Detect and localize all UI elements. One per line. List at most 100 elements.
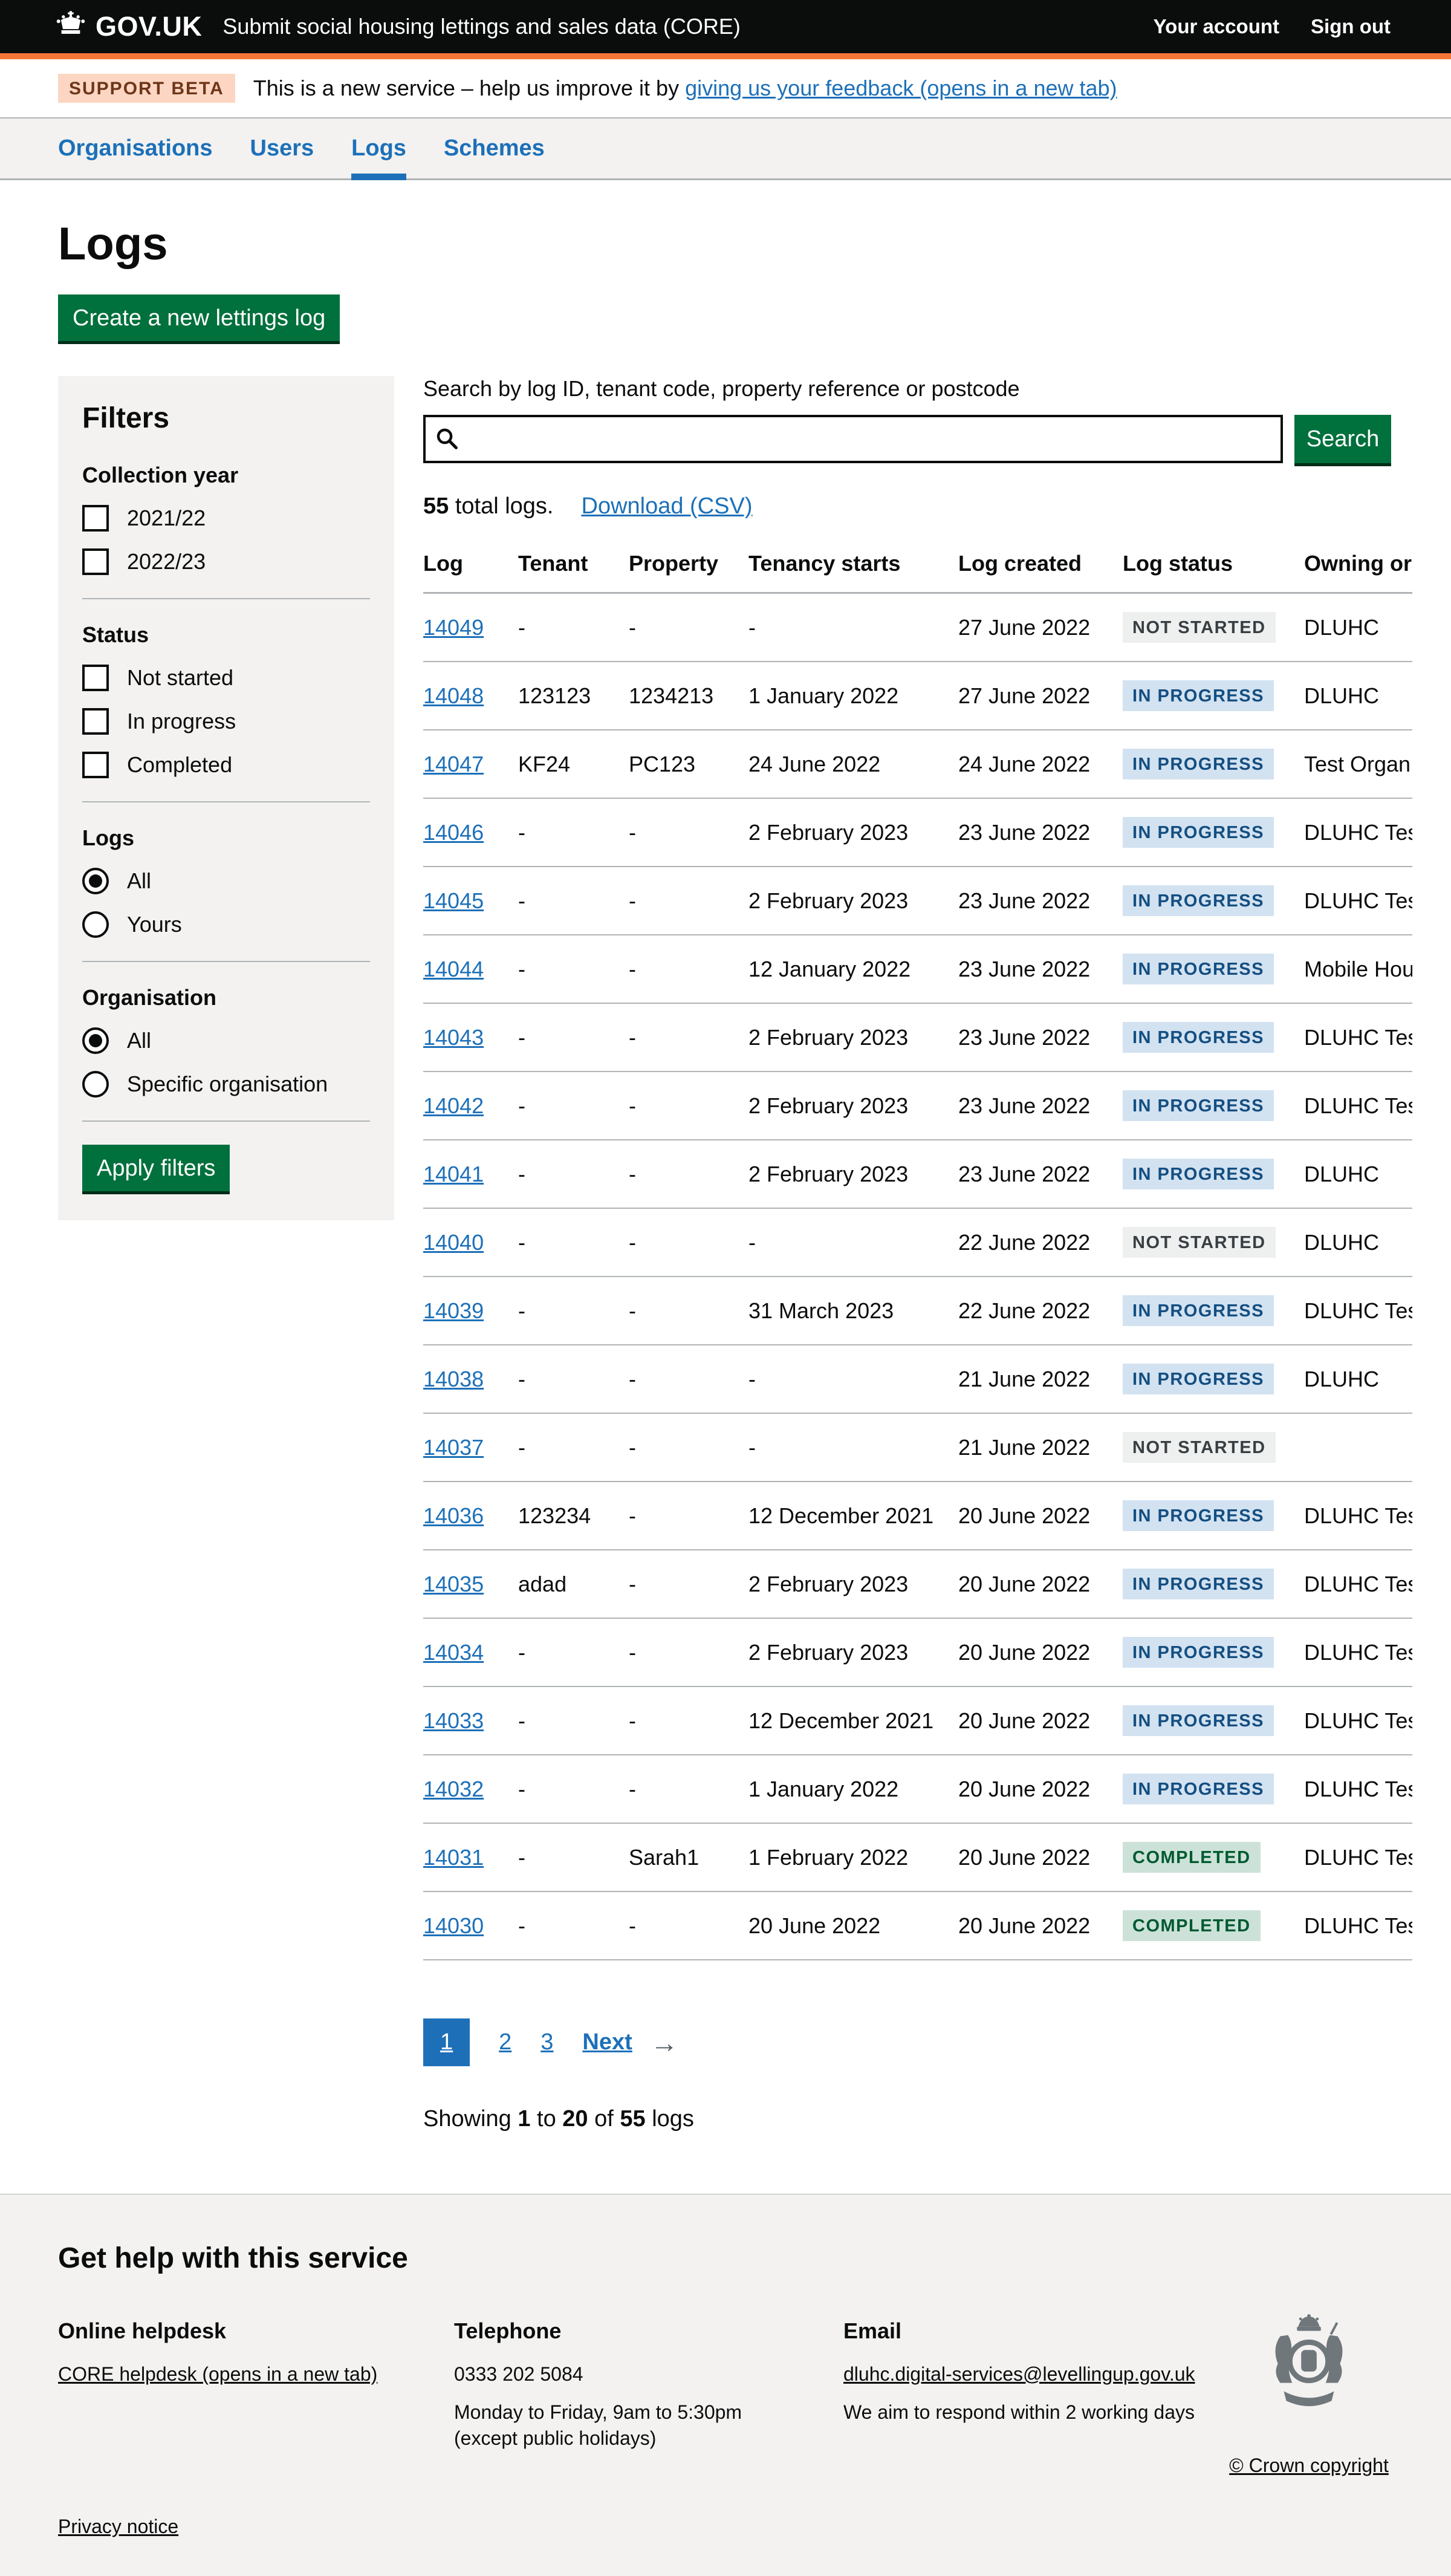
feedback-link[interactable]: giving us your feedback (opens in a new …	[685, 76, 1117, 100]
sign-out-link[interactable]: Sign out	[1311, 15, 1391, 37]
cell-log-status: NOT STARTED	[1123, 1208, 1304, 1277]
cell-owning-organisation: Test Organ	[1304, 730, 1412, 799]
cell-log-created: 20 June 2022	[958, 1755, 1123, 1824]
nav-item-users[interactable]: Users	[250, 135, 314, 161]
cell-log-status: IN PROGRESS	[1123, 798, 1304, 867]
checkbox-2022-23-control[interactable]	[82, 548, 109, 575]
search-input[interactable]	[423, 415, 1283, 463]
log-link[interactable]: 14030	[423, 1913, 484, 1938]
your-account-link[interactable]: Your account	[1153, 15, 1280, 37]
checkbox-2021-22-control[interactable]	[82, 505, 109, 532]
log-link[interactable]: 14037	[423, 1434, 484, 1460]
radio-all-control[interactable]	[82, 868, 109, 894]
log-link[interactable]: 14048	[423, 683, 484, 708]
cell-owning-organisation: DLUHC Tes	[1304, 867, 1412, 935]
cell-tenant: -	[518, 1823, 629, 1892]
cell-log: 14032	[423, 1755, 518, 1824]
nav-item-logs[interactable]: Logs	[351, 119, 406, 180]
cell-property: -	[629, 1277, 748, 1345]
log-link[interactable]: 14036	[423, 1503, 484, 1528]
cell-tenant: -	[518, 935, 629, 1004]
status-badge: IN PROGRESS	[1123, 749, 1274, 779]
log-link[interactable]: 14041	[423, 1161, 484, 1186]
nav-item-organisations[interactable]: Organisations	[58, 135, 213, 161]
govuk-logo[interactable]: GOV.UK	[54, 10, 202, 43]
service-name[interactable]: Submit social housing lettings and sales…	[222, 14, 741, 39]
checkbox-option-2021-22[interactable]: 2021/22	[82, 505, 370, 532]
log-link[interactable]: 14034	[423, 1639, 484, 1665]
log-link[interactable]: 14040	[423, 1229, 484, 1255]
search-button[interactable]: Search	[1294, 415, 1391, 463]
cell-log-created: 20 June 2022	[958, 1891, 1123, 1960]
pagination-page-3[interactable]: 3	[540, 2029, 554, 2055]
log-link[interactable]: 14038	[423, 1366, 484, 1391]
log-link[interactable]: 14035	[423, 1571, 484, 1596]
cell-tenant: -	[518, 1618, 629, 1687]
log-link[interactable]: 14039	[423, 1298, 484, 1323]
cell-tenant: -	[518, 1755, 629, 1824]
cell-log: 14036	[423, 1482, 518, 1550]
table-row: 14032- -1 January 2022 20 June 2022 IN PROG…	[423, 1755, 1412, 1824]
radio-specific-organisation-control[interactable]	[82, 1071, 109, 1098]
checkbox-in-progress-control[interactable]	[82, 708, 109, 735]
log-link[interactable]: 14049	[423, 614, 484, 640]
log-link[interactable]: 14031	[423, 1844, 484, 1870]
cell-log: 14031	[423, 1823, 518, 1892]
checkbox-option-in-progress[interactable]: In progress	[82, 708, 370, 735]
core-helpdesk-link[interactable]: CORE helpdesk (opens in a new tab)	[58, 2363, 378, 2385]
radio-option-specific-organisation[interactable]: Specific organisation	[82, 1071, 370, 1098]
checkbox-option-completed[interactable]: Completed	[82, 752, 370, 778]
log-link[interactable]: 14032	[423, 1776, 484, 1801]
cell-tenant: -	[518, 1140, 629, 1209]
showing-total: 55	[620, 2106, 646, 2132]
cell-log-created: 23 June 2022	[958, 1140, 1123, 1209]
cell-owning-organisation: DLUHC Tes	[1304, 1891, 1412, 1960]
cell-tenant: -	[518, 1413, 629, 1482]
crown-copyright-link[interactable]: © Crown copyright	[1229, 2454, 1389, 2476]
nav-item-schemes[interactable]: Schemes	[443, 135, 545, 161]
footer-crest-column: © Crown copyright	[1229, 2314, 1389, 2477]
email-link[interactable]: dluhc.digital-services@levellingup.gov.u…	[843, 2363, 1195, 2385]
cell-log: 14047	[423, 730, 518, 799]
filter-group-collection-year: Collection year 2021/22 2022/23	[82, 463, 370, 575]
cell-log-status: IN PROGRESS	[1123, 1618, 1304, 1687]
log-link[interactable]: 14033	[423, 1708, 484, 1733]
apply-filters-button[interactable]: Apply filters	[82, 1145, 230, 1191]
checkbox-completed-control[interactable]	[82, 752, 109, 778]
showing-suffix: logs	[645, 2106, 694, 2132]
cell-log-created: 20 June 2022	[958, 1686, 1123, 1755]
radio-option-all[interactable]: All	[82, 868, 370, 894]
log-link[interactable]: 14046	[423, 819, 484, 845]
footer-col-heading: Online helpdesk	[58, 2318, 227, 2343]
cell-log-status: IN PROGRESS	[1123, 1072, 1304, 1140]
cell-owning-organisation: Mobile Hou	[1304, 935, 1412, 1004]
radio-yours-control[interactable]	[82, 911, 109, 938]
checkbox-option-not-started[interactable]: Not started	[82, 665, 370, 691]
radio-all-control[interactable]	[82, 1027, 109, 1054]
pagination-next-link[interactable]: Next	[582, 2029, 632, 2055]
pagination-page-2[interactable]: 2	[499, 2029, 512, 2055]
download-csv-link[interactable]: Download (CSV)	[581, 493, 753, 519]
table-row: 14047 KF24 PC123 24 June 2022 24 June 2022 IN…	[423, 730, 1412, 799]
col-header-log-created: Log created	[958, 551, 1123, 594]
cell-property: Sarah1	[629, 1823, 748, 1892]
cell-tenancy-starts: 24 June 2022	[748, 730, 958, 799]
cell-log-status: IN PROGRESS	[1123, 730, 1304, 799]
showing-from: 1	[518, 2106, 531, 2132]
radio-option-all[interactable]: All	[82, 1027, 370, 1054]
log-link[interactable]: 14047	[423, 751, 484, 776]
checkbox-option-2022-23[interactable]: 2022/23	[82, 548, 370, 575]
search-icon	[435, 427, 459, 457]
radio-option-yours[interactable]: Yours	[82, 911, 370, 938]
divider	[82, 801, 370, 802]
cell-owning-organisation: DLUHC Tes	[1304, 1550, 1412, 1619]
log-link[interactable]: 14043	[423, 1024, 484, 1050]
log-link[interactable]: 14044	[423, 956, 484, 981]
create-lettings-log-button[interactable]: Create a new lettings log	[58, 294, 340, 341]
status-badge: IN PROGRESS	[1123, 1774, 1274, 1804]
checkbox-not-started-control[interactable]	[82, 665, 109, 691]
log-link[interactable]: 14042	[423, 1093, 484, 1118]
pagination-page-current[interactable]: 1	[423, 2018, 470, 2066]
log-link[interactable]: 14045	[423, 888, 484, 913]
privacy-notice-link[interactable]: Privacy notice	[58, 2516, 179, 2537]
